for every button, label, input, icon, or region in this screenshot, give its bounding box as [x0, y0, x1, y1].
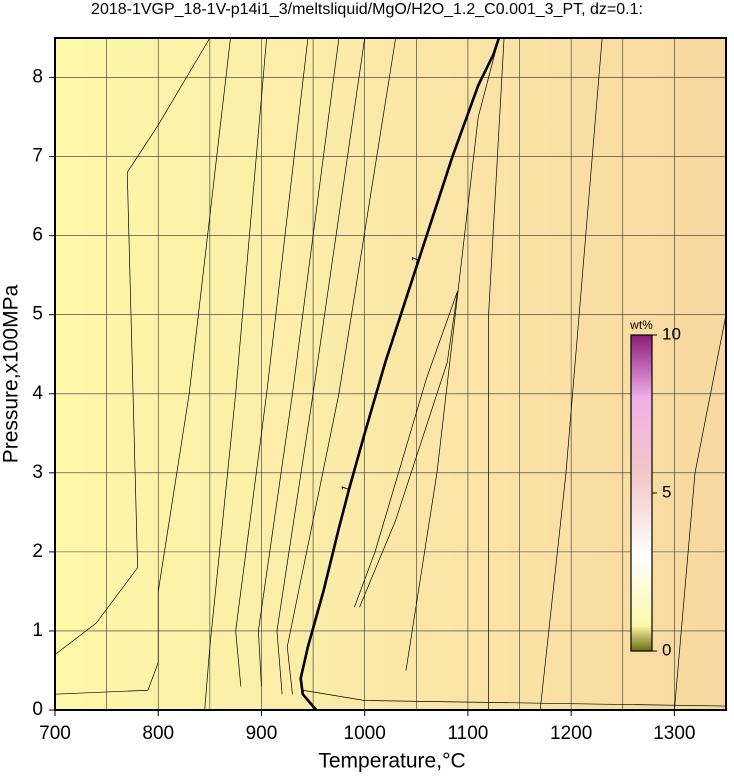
x-tick-label: 1300	[653, 723, 695, 744]
y-tick-label: 8	[32, 67, 43, 88]
contour	[488, 37, 505, 710]
contour	[54, 37, 231, 695]
x-tick-label: 800	[142, 723, 174, 744]
colorbar	[630, 334, 653, 652]
chart-title: 2018-1VGP_18-1V-p14i1_3/meltsliquid/MgO/…	[91, 1, 643, 18]
contour	[674, 314, 727, 711]
contour	[405, 37, 500, 671]
contour	[286, 37, 397, 695]
y-tick-label: 2	[32, 541, 43, 562]
x-tick-label: 900	[246, 723, 278, 744]
y-tick-label: 6	[32, 225, 43, 246]
y-tick-label: 1	[32, 620, 43, 641]
contour-bold	[299, 37, 501, 711]
contour	[258, 37, 340, 687]
y-tick-label: 5	[32, 304, 43, 325]
contour-label: 1	[339, 484, 352, 494]
colorbar-tick-label: 5	[662, 482, 671, 501]
colorbar-tick-label: 0	[662, 640, 671, 659]
y-tick-label: 0	[32, 699, 43, 720]
contour	[302, 689, 727, 707]
colorbar-tick-label: 10	[662, 324, 681, 343]
y-tick-label: 7	[32, 146, 43, 167]
contour	[354, 290, 458, 608]
x-tick-label: 700	[39, 723, 71, 744]
plot-area	[55, 38, 726, 710]
contour	[54, 37, 211, 655]
x-tick-label: 1000	[344, 723, 386, 744]
contour	[235, 37, 309, 687]
x-axis-label: Temperature,°C	[318, 750, 465, 773]
y-axis-label: Pressure,x100MPa	[0, 284, 23, 463]
plot-frame	[54, 37, 727, 711]
x-tick-label: 1100	[447, 723, 488, 744]
x-tick-label: 1200	[550, 723, 592, 744]
colorbar-label: wt%	[629, 318, 653, 332]
contour-label: 1	[410, 254, 423, 264]
contour	[204, 37, 267, 711]
contour	[276, 37, 366, 695]
y-tick-label: 3	[32, 462, 43, 483]
contour	[539, 37, 603, 711]
y-tick-label: 4	[32, 383, 43, 404]
